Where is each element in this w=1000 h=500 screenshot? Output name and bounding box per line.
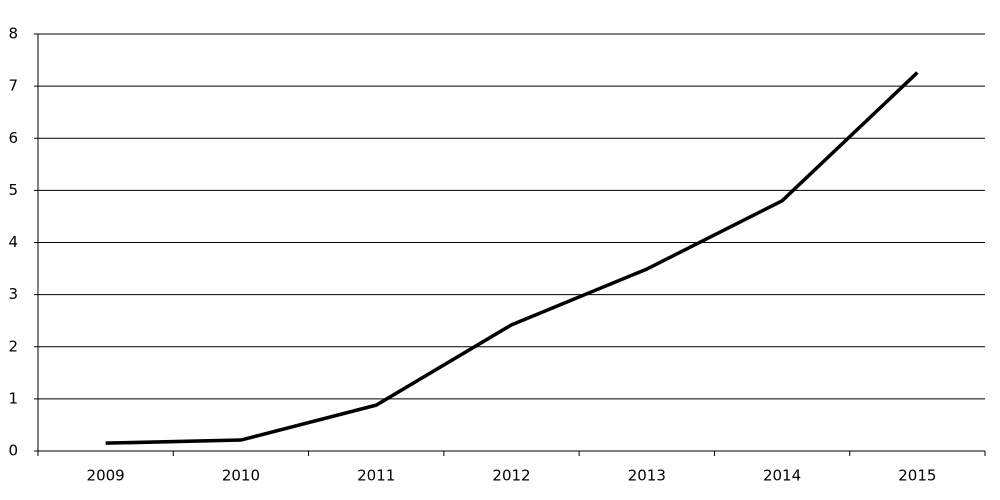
x-tick-label: 2015 (898, 467, 936, 485)
y-tick-label: 2 (8, 337, 18, 355)
x-tick-label: 2009 (87, 467, 125, 485)
y-tick-label: 5 (8, 181, 18, 199)
data-line (105, 71, 919, 445)
x-tick-label: 2012 (492, 467, 530, 485)
y-tick-label: 1 (8, 389, 18, 407)
y-tick-label: 4 (8, 233, 18, 251)
y-tick-label: 6 (8, 129, 18, 147)
y-tick-label: 8 (8, 25, 18, 43)
x-tick-label: 2013 (628, 467, 666, 485)
y-tick-label: 0 (8, 442, 18, 460)
x-tick-label: 2011 (357, 467, 395, 485)
y-tick-label: 7 (8, 77, 18, 95)
x-tick-label: 2010 (222, 467, 260, 485)
y-tick-label: 3 (8, 285, 18, 303)
x-tick-label: 2014 (763, 467, 801, 485)
